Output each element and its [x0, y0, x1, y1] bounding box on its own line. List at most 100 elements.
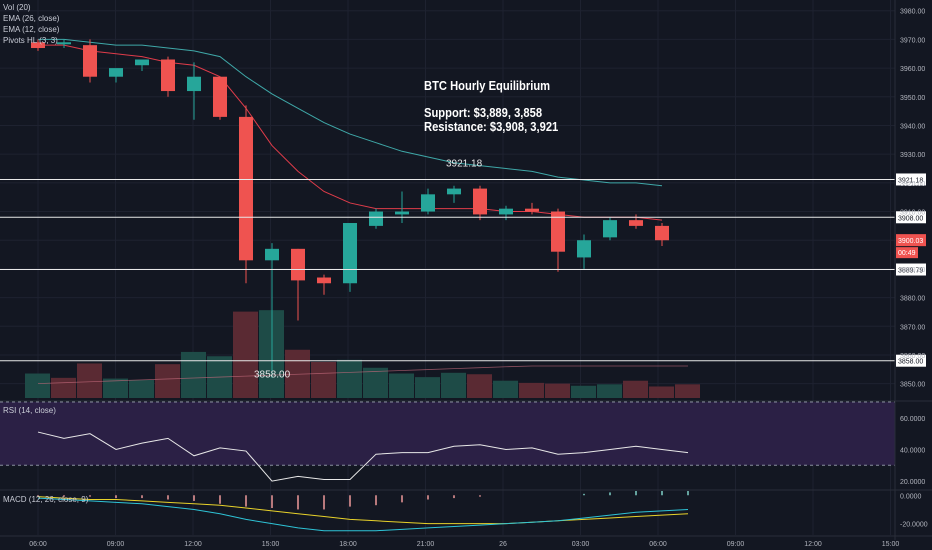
time-tick-label: 03:00 [572, 541, 590, 548]
candle-body [525, 208, 539, 212]
rsi-tick-label: 40.0000 [900, 447, 925, 454]
volume-bar [311, 362, 336, 398]
legend-ema26[interactable]: EMA (26, close) [3, 14, 60, 23]
price-tick-label: 3870.00 [900, 324, 925, 331]
volume-bar [441, 372, 466, 398]
volume-bar [493, 380, 518, 398]
candle-body [473, 188, 487, 215]
price-tick-label: 3860.00 [900, 353, 925, 360]
volume-bar [545, 383, 570, 398]
volume-bars [25, 310, 700, 398]
candle-body [109, 68, 123, 77]
price-tick-label: 3910.00 [900, 210, 925, 217]
volume-bar [103, 378, 128, 398]
candle-body [213, 76, 227, 117]
candle-body [187, 76, 201, 92]
countdown-label: 00:49 [898, 250, 916, 257]
countdown-tag [896, 247, 918, 259]
candle-body [369, 211, 383, 226]
current-price-label: 3900.03 [898, 238, 923, 245]
price-tick-label: 3850.00 [900, 382, 925, 389]
candle-body [603, 220, 617, 238]
legend-rsi[interactable]: RSI (14, close) [3, 406, 56, 415]
price-tick-label: 3960.00 [900, 66, 925, 73]
time-tick-label: 09:00 [727, 541, 745, 548]
rsi-tick-label: 20.0000 [900, 479, 925, 486]
chart-annotation[interactable]: BTC Hourly Equilibrium Support: $3,889, … [424, 79, 558, 134]
time-tick-label: 18:00 [339, 541, 357, 548]
candle-body [655, 225, 669, 241]
time-tick-label: 15:00 [262, 541, 280, 548]
time-tick-label: 12:00 [804, 541, 822, 548]
time-tick-label: 12:00 [184, 541, 202, 548]
candle-body [317, 277, 331, 284]
volume-bar [363, 367, 388, 398]
volume-bar [77, 363, 102, 398]
level-axis-tag [896, 354, 926, 367]
horizontal-levels[interactable]: 3921.18 3921.18 3908.00 3889.79 3858.00 3858.… [0, 158, 926, 381]
volume-ma-line [37, 365, 688, 384]
candle-body [239, 116, 253, 261]
candle-body [135, 59, 149, 66]
ema12-line [38, 44, 663, 221]
level-axis-label: 3908.00 [898, 215, 923, 222]
current-price-tag [896, 234, 926, 247]
level-chart-label: 3921.18 [446, 158, 483, 169]
level-axis-label: 3889.79 [898, 268, 923, 275]
candle-body [551, 211, 565, 252]
macd-tick-label: 0.0000 [900, 493, 922, 500]
candles [31, 39, 669, 378]
level-axis-label: 3858.00 [898, 359, 923, 366]
legend-vol[interactable]: Vol (20) [3, 3, 31, 12]
legend-macd[interactable]: MACD (12, 26, close, 9) [3, 495, 89, 504]
price-tick-label: 3950.00 [900, 95, 925, 102]
volume-bar [51, 377, 76, 398]
time-tick-label: 06:00 [649, 541, 667, 548]
candle-body [577, 240, 591, 258]
volume-bar [233, 311, 258, 398]
volume-bar [25, 373, 50, 398]
level-chart-label: 3858.00 [254, 370, 291, 381]
price-tick-label: 3930.00 [900, 152, 925, 159]
time-axis[interactable]: 06:00 09:00 12:00 15:00 18:00 21:00 26 03:00 06:… [0, 535, 932, 548]
legend-pivots[interactable]: Pivots HL (3, 3) [3, 36, 58, 45]
level-axis-tag [896, 173, 926, 186]
candle-body [161, 59, 175, 92]
volume-bar [467, 374, 492, 398]
price-tick-label: 3880.00 [900, 296, 925, 303]
macd-signal-line [37, 496, 689, 525]
candle-body [291, 248, 305, 281]
volume-bar [155, 364, 180, 398]
level-axis-tag [896, 211, 926, 224]
volume-bar [597, 384, 622, 398]
volume-bar [415, 377, 440, 398]
volume-bar [129, 380, 154, 398]
time-tick-label: 26 [499, 541, 507, 548]
rsi-pane: 60.0000 40.0000 20.0000 [0, 401, 925, 486]
price-tick-label: 3940.00 [900, 123, 925, 130]
macd-tick-label: -20.0000 [900, 522, 928, 529]
time-tick-label: 21:00 [417, 541, 435, 548]
time-tick-label: 06:00 [29, 541, 47, 548]
ema26-line [38, 38, 663, 187]
level-axis-tag [896, 263, 926, 276]
candle-body [421, 194, 435, 212]
candle-body [629, 220, 643, 226]
price-tick-label: 3980.00 [900, 9, 925, 16]
annotation-support: Support: $3,889, 3,858 [424, 105, 543, 120]
candle-body [447, 188, 461, 195]
annotation-resistance: Resistance: $3,908, 3,921 [424, 119, 559, 134]
price-tick-label: 3970.00 [900, 37, 925, 44]
macd-line [37, 497, 689, 532]
price-tick-label: 3890.00 [900, 267, 925, 274]
legend-ema12[interactable]: EMA (12, close) [3, 25, 60, 34]
price-tick-label: 3920.00 [900, 181, 925, 188]
volume-bar [337, 359, 362, 398]
volume-bar [181, 351, 206, 398]
candle-body [265, 248, 279, 261]
rsi-band [0, 402, 895, 466]
candle-body [83, 45, 97, 77]
annotation-title: BTC Hourly Equilibrium [424, 78, 551, 93]
